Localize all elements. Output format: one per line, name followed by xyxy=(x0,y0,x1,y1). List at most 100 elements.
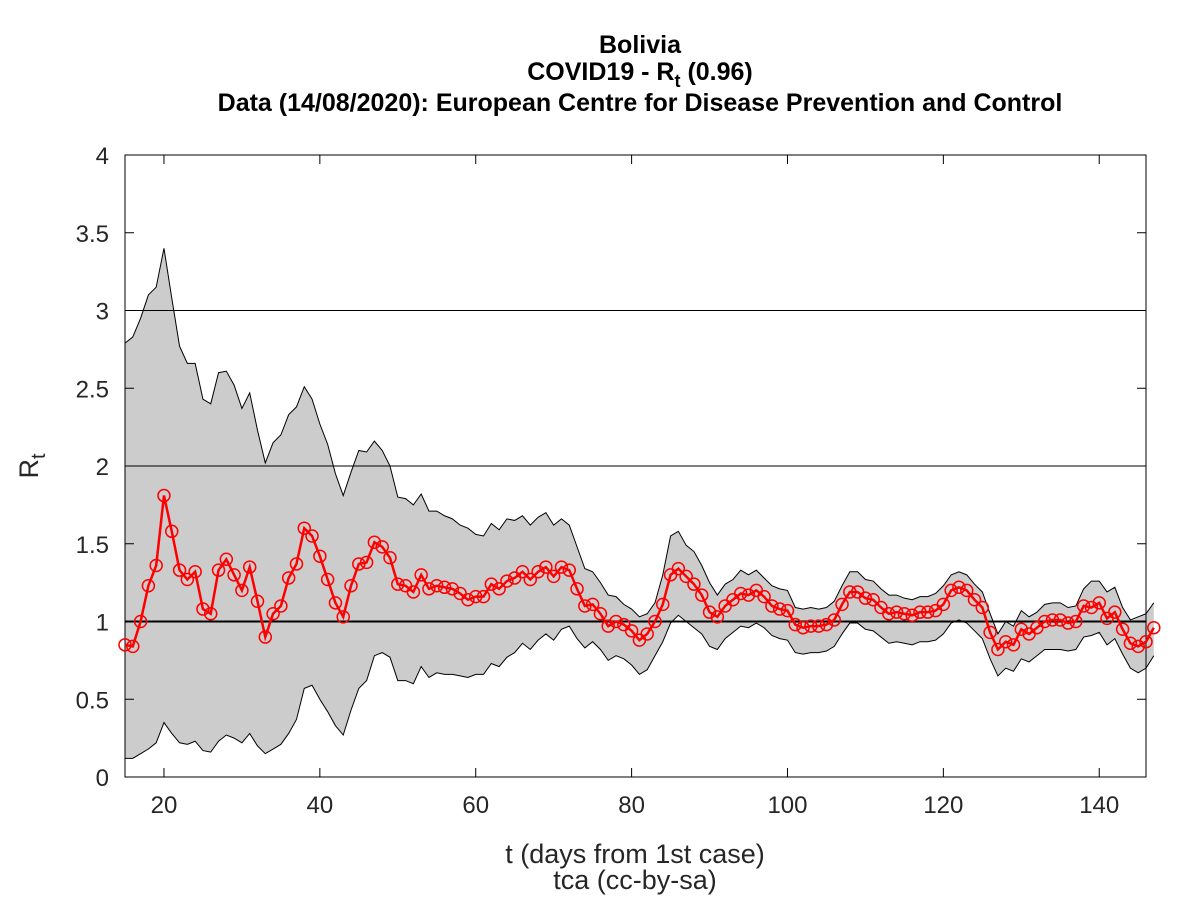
rt-point xyxy=(593,606,608,621)
rt-point xyxy=(959,583,974,598)
y-tick-label: 2 xyxy=(96,454,109,481)
rt-point xyxy=(656,597,670,612)
rt-point xyxy=(445,582,460,596)
rt-point xyxy=(219,552,234,567)
rt-point xyxy=(1061,616,1075,630)
rt-point xyxy=(601,619,615,633)
rt-point xyxy=(289,557,304,571)
rt-point xyxy=(149,558,163,573)
rt-point xyxy=(733,586,748,601)
rt-point xyxy=(866,592,880,607)
reference-lines xyxy=(125,310,1146,623)
rt-point xyxy=(991,642,1005,657)
rt-point xyxy=(180,572,195,587)
rt-point xyxy=(141,578,156,593)
rt-point xyxy=(305,529,319,543)
rt-point xyxy=(554,560,569,574)
band-upper-edge xyxy=(124,248,1155,636)
rt-point xyxy=(1045,613,1060,627)
rt-point xyxy=(1139,634,1153,649)
rt-point xyxy=(235,583,249,598)
rt-point xyxy=(1123,636,1138,651)
rt-point xyxy=(359,555,374,570)
rt-point xyxy=(437,580,452,595)
rt-point xyxy=(188,564,202,579)
rt-point xyxy=(1147,620,1161,635)
y-tick-label: 0.5 xyxy=(76,687,109,714)
rt-point xyxy=(118,638,132,652)
rt-point xyxy=(250,594,265,609)
rt-point xyxy=(313,549,327,563)
rt-point xyxy=(944,583,958,598)
rt-point xyxy=(414,568,428,582)
rt-point xyxy=(375,540,389,554)
y-axis-label-sub: t xyxy=(28,453,50,459)
rt-point xyxy=(1092,596,1106,610)
y-tick-label: 4 xyxy=(96,143,109,170)
rt-point xyxy=(1076,599,1091,613)
rt-point xyxy=(570,582,584,596)
rt-point xyxy=(461,592,475,607)
y-tick-label: 3.5 xyxy=(76,221,109,248)
rt-point xyxy=(515,564,530,579)
rt-point xyxy=(126,639,140,654)
rt-point xyxy=(157,488,171,503)
x-tick-label: 60 xyxy=(462,792,489,819)
rt-point xyxy=(1115,622,1130,637)
rt-point xyxy=(336,610,350,624)
rt-point xyxy=(172,563,187,577)
rt-point xyxy=(936,597,951,612)
rt-point xyxy=(500,574,514,588)
chart-title-source: Data (14/08/2020): European Centre for D… xyxy=(218,89,1063,117)
rt-point xyxy=(383,551,397,565)
rt-point xyxy=(998,634,1013,649)
axis-ticks: 0 0.5 1 1.5 2 2.5 3 3.5 4 20 40 60 80 100 120 140 xyxy=(76,143,1146,819)
rt-point xyxy=(1108,605,1122,619)
rt-point xyxy=(266,606,280,621)
confidence-band xyxy=(124,248,1155,759)
rt-point xyxy=(258,630,273,644)
rt-point xyxy=(585,597,600,612)
rt-point xyxy=(1037,614,1052,629)
rt-point xyxy=(196,602,210,616)
rt-point xyxy=(843,585,857,599)
rt-point xyxy=(562,563,576,577)
rt-point xyxy=(811,619,826,633)
rt-point xyxy=(640,627,654,641)
rt-point xyxy=(1006,638,1021,652)
rt-point xyxy=(391,577,405,591)
rt-point xyxy=(468,589,483,604)
rt-point xyxy=(835,597,849,612)
rt-point xyxy=(523,572,538,587)
rt-point xyxy=(967,592,982,607)
rt-point xyxy=(788,617,803,632)
rt-point xyxy=(796,620,810,635)
rt-point xyxy=(531,564,545,579)
rt-point xyxy=(741,588,756,602)
rt-point xyxy=(983,625,997,640)
rt-point xyxy=(913,605,927,619)
rt-point xyxy=(804,619,818,633)
rt-point xyxy=(320,572,335,587)
rt-point xyxy=(687,577,701,591)
rt-point xyxy=(1131,639,1145,654)
rt-point xyxy=(328,596,343,610)
rt-point xyxy=(671,561,686,576)
rt-point xyxy=(352,557,366,571)
x-tick-label: 20 xyxy=(151,792,178,819)
chart-title-metric: COVID19 - Rt (0.96) xyxy=(527,58,753,91)
rt-point xyxy=(203,606,218,621)
rt-point xyxy=(772,602,787,616)
rt-point xyxy=(344,578,358,593)
rt-point xyxy=(539,560,553,574)
rt-point xyxy=(827,613,841,627)
rt-point xyxy=(211,563,226,577)
rt-point xyxy=(133,614,148,629)
rt-series xyxy=(118,488,1161,657)
chart-title-metric-sub: t xyxy=(675,71,681,91)
y-tick-label: 2.5 xyxy=(76,376,109,403)
rt-point xyxy=(695,588,709,602)
rt-point xyxy=(858,591,873,605)
band-fill xyxy=(125,248,1154,759)
